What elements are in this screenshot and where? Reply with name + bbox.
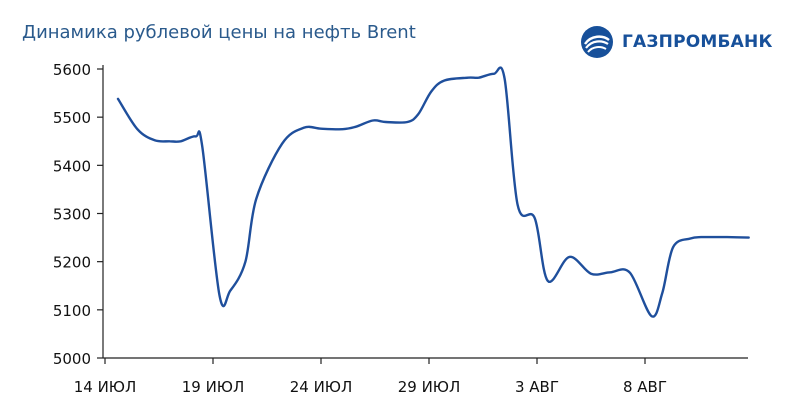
x-axis: 14 ИЮЛ 19 ИЮЛ 24 ИЮЛ 29 ИЮЛ 3 АВГ 8 АВГ <box>74 357 748 396</box>
x-tick-label: 8 АВГ <box>623 378 667 396</box>
x-tick-label: 14 ИЮЛ <box>74 378 137 396</box>
x-tick-label: 24 ИЮЛ <box>290 378 353 396</box>
y-tick-label: 5600 <box>53 61 91 79</box>
y-tick-label: 5400 <box>53 157 91 175</box>
gazprombank-logo-icon <box>581 26 613 58</box>
y-tick-label: 5300 <box>53 206 91 224</box>
y-tick-label: 5000 <box>53 350 91 368</box>
x-tick-label: 3 АВГ <box>515 378 559 396</box>
series-line <box>116 66 750 318</box>
x-tick-label: 29 ИЮЛ <box>398 378 461 396</box>
y-tick-label: 5500 <box>53 109 91 127</box>
brand-name: ГАЗПРОМБАНК <box>622 32 773 52</box>
series-group <box>116 66 750 318</box>
brand-logo: ГАЗПРОМБАНК <box>580 24 773 60</box>
x-tick-label: 19 ИЮЛ <box>182 378 245 396</box>
y-axis: 5000 5100 5200 5300 5400 5500 5600 <box>53 61 104 368</box>
y-tick-label: 5200 <box>53 254 91 272</box>
y-tick-label: 5100 <box>53 302 91 320</box>
chart-title: Динамика рублевой цены на нефть Brent <box>22 22 416 43</box>
